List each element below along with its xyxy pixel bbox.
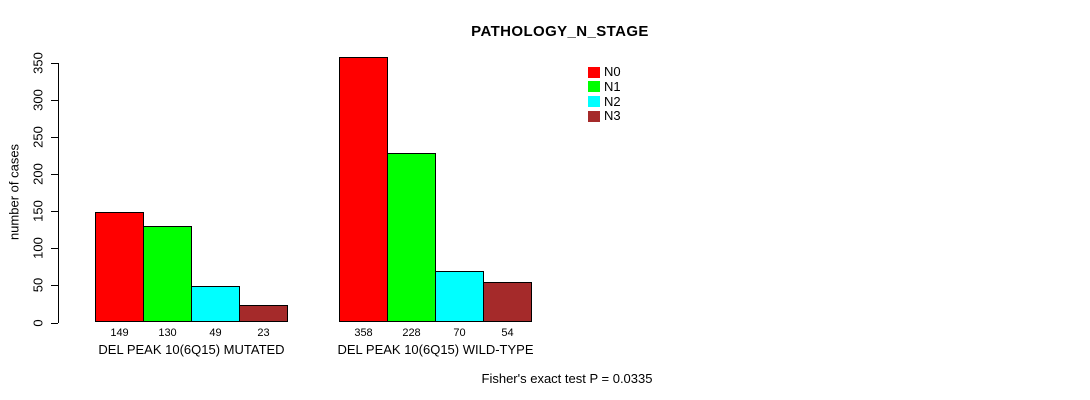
y-axis-tick <box>51 248 58 250</box>
bar-n1-group1 <box>143 226 192 323</box>
bar-value-label: 54 <box>501 327 514 339</box>
y-axis-tick <box>51 174 58 176</box>
bar-value-label: 228 <box>402 327 421 339</box>
bar-value-label: 23 <box>257 327 270 339</box>
legend-swatch-n2 <box>588 96 600 108</box>
x-group-label: DEL PEAK 10(6Q15) MUTATED <box>98 342 285 357</box>
y-axis-tick-label: 350 <box>30 52 46 74</box>
y-axis-line <box>58 63 59 323</box>
y-axis-tick-label: 0 <box>30 318 46 327</box>
bar-n2-group1 <box>191 286 240 323</box>
y-axis-tick-label: 250 <box>30 126 46 148</box>
bar-n3-group2 <box>483 282 532 323</box>
bar-n0-group1 <box>95 212 144 323</box>
bar-value-label: 49 <box>209 327 222 339</box>
legend-label-n1: N1 <box>604 78 621 94</box>
bar-n2-group2 <box>435 270 484 323</box>
y-axis-tick-label: 200 <box>30 163 46 186</box>
y-axis-tick <box>51 137 58 139</box>
bar-value-label: 70 <box>453 327 466 339</box>
y-axis-tick-label: 300 <box>30 89 46 111</box>
legend-label-n0: N0 <box>604 64 621 79</box>
legend-swatch-n0 <box>588 66 600 78</box>
y-axis-tick <box>51 211 58 213</box>
bar-n3-group1 <box>239 305 288 323</box>
y-axis-tick <box>51 63 58 64</box>
y-axis-tick-label: 150 <box>30 200 46 223</box>
legend-label-n3: N3 <box>604 108 621 124</box>
bar-value-label: 358 <box>354 327 373 339</box>
y-axis-tick <box>51 100 58 102</box>
chart-title: PATHOLOGY_N_STAGE <box>471 23 649 40</box>
bar-value-label: 149 <box>110 327 129 339</box>
bar-value-label: 130 <box>158 327 177 339</box>
x-group-label: DEL PEAK 10(6Q15) WILD-TYPE <box>337 342 534 357</box>
y-axis-tick <box>51 285 58 287</box>
y-axis-title: number of cases <box>6 143 22 241</box>
bar-n0-group2 <box>339 57 388 323</box>
fisher-test-annotation: Fisher's exact test P = 0.0335 <box>481 371 653 386</box>
legend-label-n2: N2 <box>604 93 621 109</box>
legend-swatch-n3 <box>588 110 600 122</box>
bar-n1-group2 <box>387 153 436 323</box>
legend-swatch-n1 <box>588 81 600 93</box>
y-axis-tick-label: 50 <box>30 278 46 293</box>
y-axis-tick-label: 100 <box>30 237 46 260</box>
y-axis-tick <box>51 322 58 324</box>
